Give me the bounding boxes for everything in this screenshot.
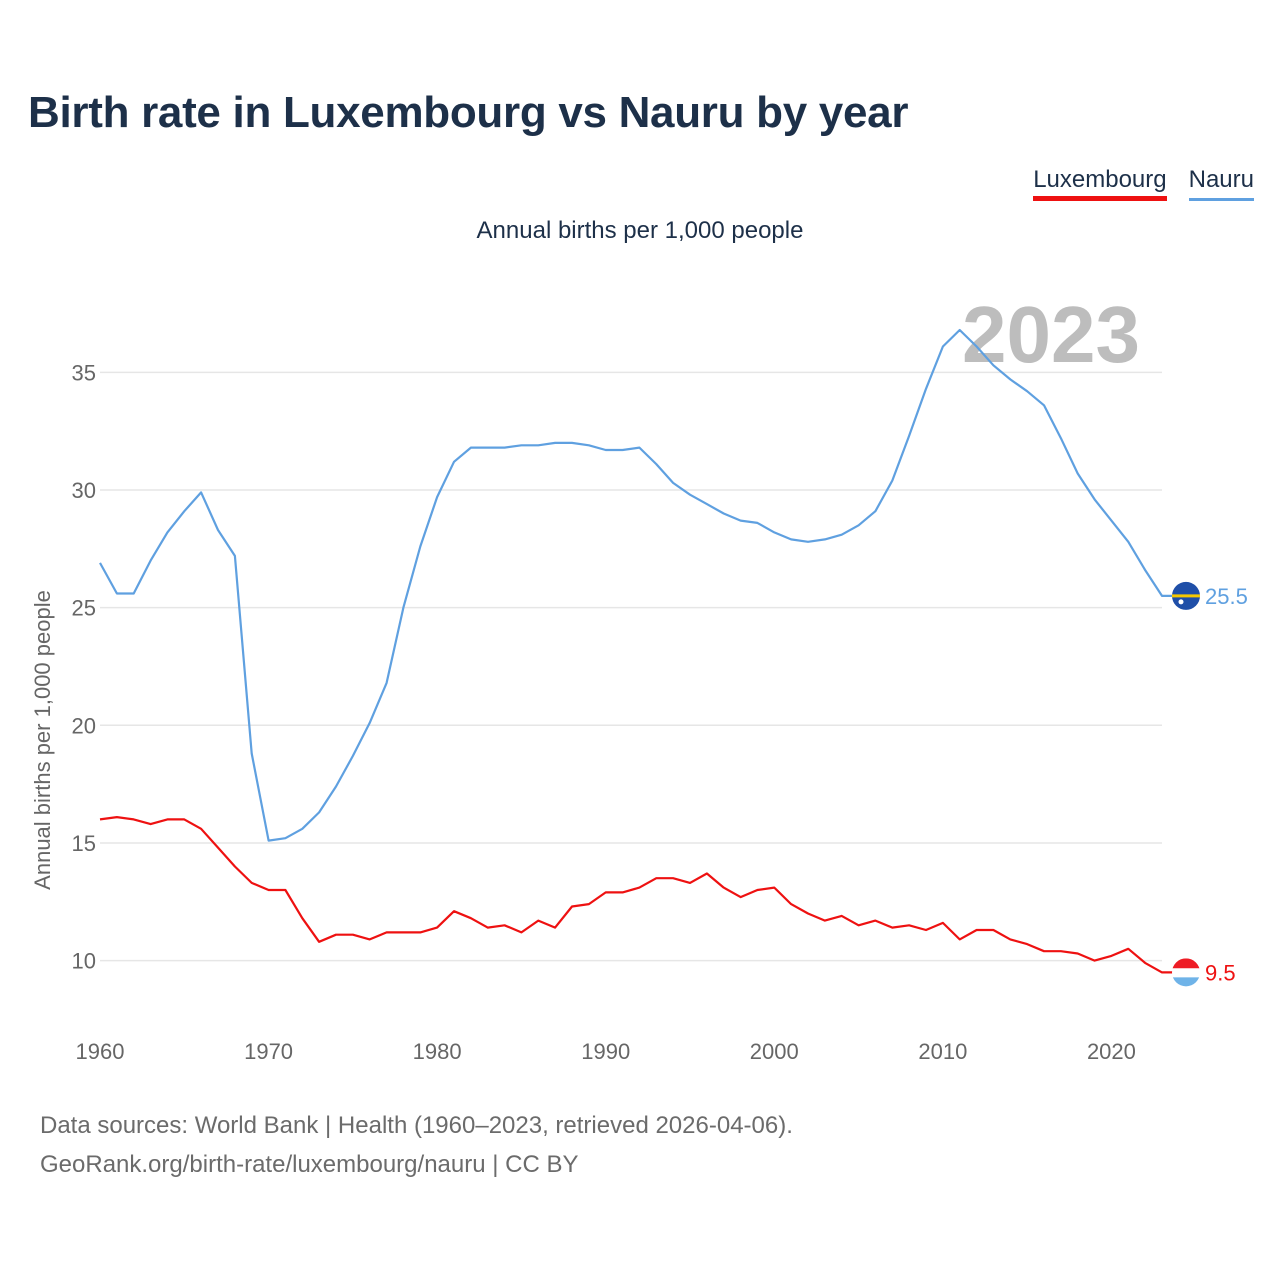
end-label-nauru: 25.5 [1205, 584, 1248, 609]
x-tick-label: 2000 [750, 1039, 799, 1064]
legend-item-nauru[interactable]: Nauru [1188, 166, 1254, 201]
legend-item-luxembourg[interactable]: Luxembourg [1033, 166, 1167, 201]
x-axis-ticks: 1960 1970 1980 1990 2000 2010 2020 [76, 1039, 1136, 1064]
footer: Data sources: World Bank | Health (1960–… [40, 1106, 793, 1184]
y-tick-label: 15 [72, 831, 96, 856]
y-tick-label: 35 [72, 360, 96, 385]
y-tick-label: 10 [72, 949, 96, 974]
x-tick-label: 2020 [1087, 1039, 1136, 1064]
y-axis-ticks: 10 15 20 25 30 35 [72, 360, 96, 973]
series-lines [99, 328, 1174, 974]
y-tick-label: 20 [72, 713, 96, 738]
y-tick-label: 25 [72, 596, 96, 621]
series-line-nauru[interactable] [99, 328, 1174, 842]
legend: Luxembourg Nauru [1033, 166, 1254, 201]
chart-title: Birth rate in Luxembourg vs Nauru by yea… [28, 88, 909, 137]
x-tick-label: 1980 [413, 1039, 462, 1064]
grid-lines [100, 371, 1162, 962]
x-tick-label: 1970 [244, 1039, 293, 1064]
end-label-luxembourg: 9.5 [1205, 960, 1236, 985]
year-watermark: 2023 [962, 290, 1140, 379]
x-tick-label: 1990 [581, 1039, 630, 1064]
y-tick-label: 30 [72, 478, 96, 503]
flag-nauru-icon [1172, 581, 1200, 610]
y-axis-label: Annual births per 1,000 people [30, 590, 55, 890]
x-tick-label: 1960 [76, 1039, 125, 1064]
series-end-markers: 9.5 25.5 [1172, 581, 1248, 987]
series-line-luxembourg[interactable] [99, 815, 1174, 974]
chart-subtitle: Annual births per 1,000 people [476, 217, 804, 244]
x-tick-label: 2010 [918, 1039, 967, 1064]
flag-luxembourg-icon [1172, 958, 1200, 987]
footer-sources: Data sources: World Bank | Health (1960–… [40, 1112, 793, 1139]
footer-link[interactable]: GeoRank.org/birth-rate/luxembourg/nauru … [40, 1151, 579, 1178]
